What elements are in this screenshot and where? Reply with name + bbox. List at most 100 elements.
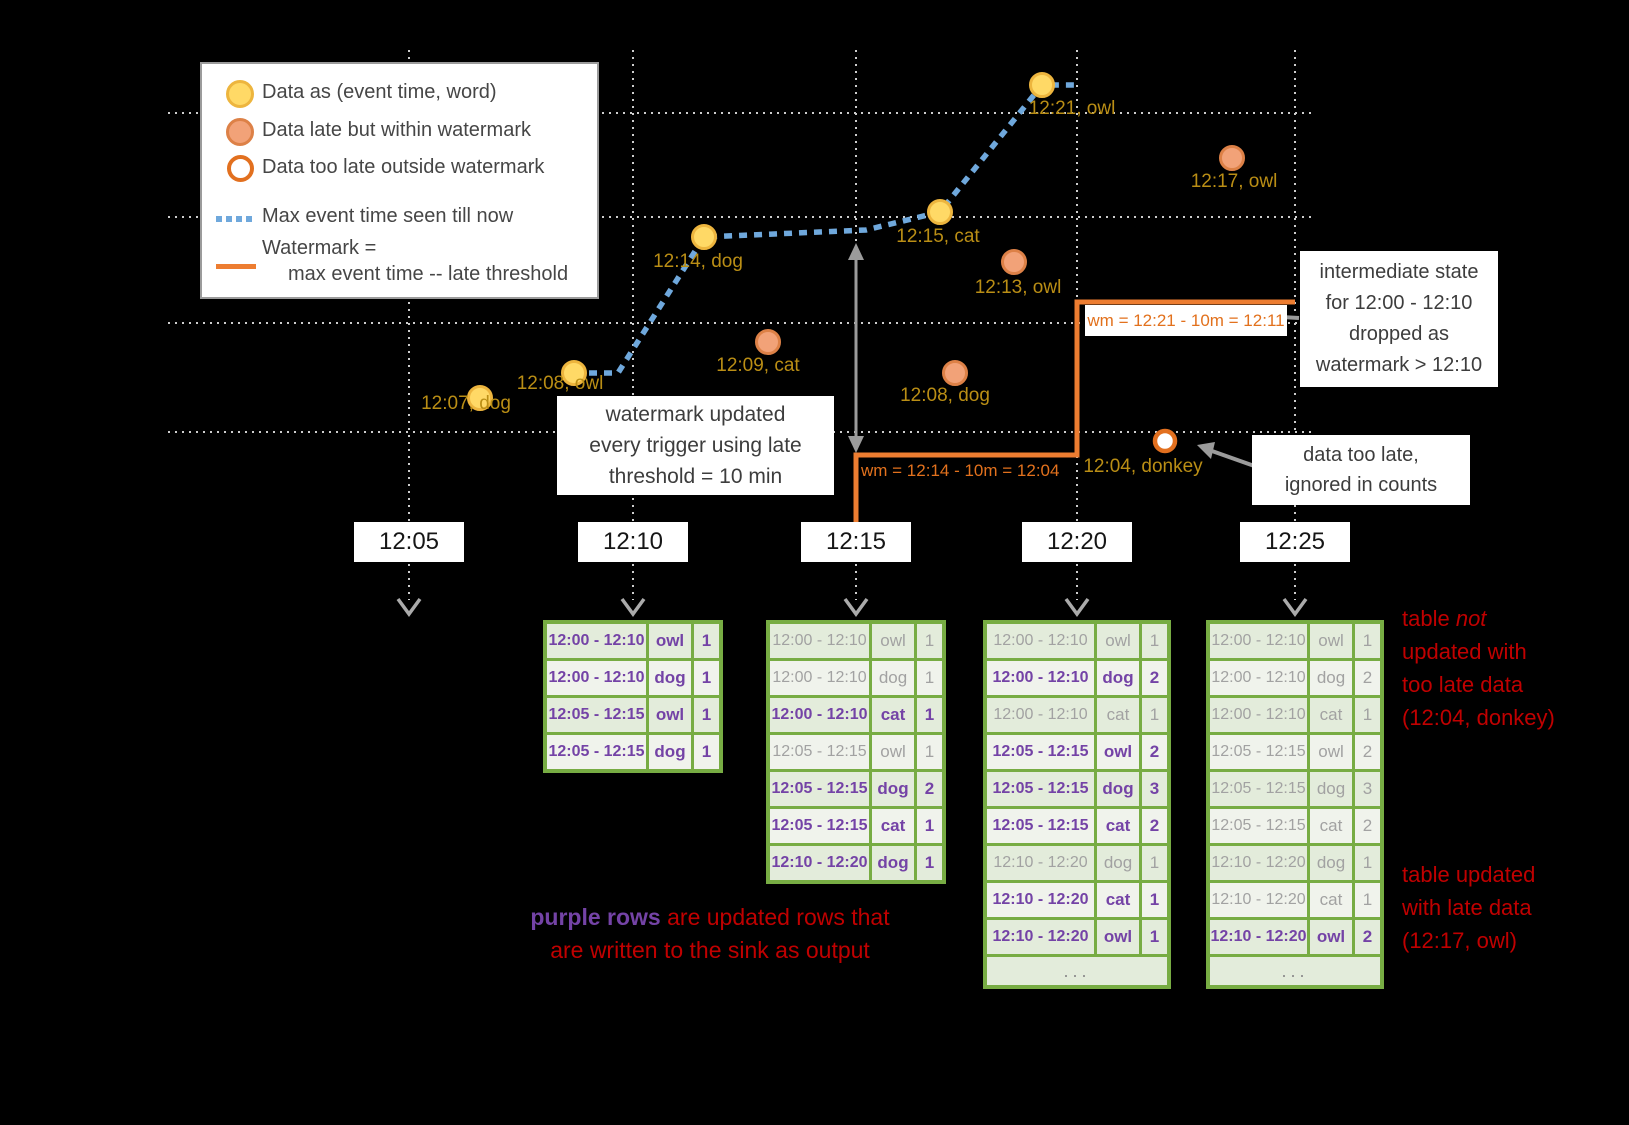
max-event-line-icon [216, 216, 256, 222]
trigger-arrow-icon [396, 597, 422, 617]
result-table-12:15: 12:00 - 12:10 owl 1 12:00 - 12:10 dog 1 12:00 … [766, 620, 946, 884]
table-ellipsis-row: ... [1210, 957, 1380, 985]
note-line: with late data [1402, 895, 1532, 920]
window-cell: 12:00 - 12:10 [770, 661, 869, 695]
note-line: watermark > 12:10 [1315, 354, 1483, 376]
note-line: (12:04, donkey) [1402, 705, 1555, 730]
table-row: 12:10 - 12:20 cat 1 [987, 883, 1167, 917]
window-cell: 12:00 - 12:10 [987, 661, 1094, 695]
count-cell: 1 [1142, 698, 1167, 732]
count-cell: 1 [1355, 883, 1380, 917]
trigger-arrow-icon [1064, 597, 1090, 617]
window-cell: 12:00 - 12:10 [1210, 661, 1307, 695]
word-cell: dog [1097, 661, 1139, 695]
window-cell: 12:10 - 12:20 [987, 846, 1094, 880]
note-line: (12:17, owl) [1402, 928, 1517, 953]
data-point-ontime [467, 385, 493, 411]
table-row: 12:05 - 12:15 dog 2 [770, 772, 942, 806]
note-line: updated with [1402, 639, 1527, 664]
count-cell: 1 [1355, 698, 1380, 732]
watermark-label-2: wm = 12:21 - 10m = 12:11 [1087, 311, 1285, 330]
watermark-label-2-box: wm = 12:21 - 10m = 12:11 [1085, 305, 1287, 336]
word-cell: owl [649, 698, 691, 732]
point-label: 12:15, cat [896, 226, 980, 247]
point-label: 12:14, dog [653, 251, 743, 272]
count-cell: 2 [1355, 661, 1380, 695]
word-cell: cat [1310, 698, 1352, 732]
window-cell: 12:00 - 12:10 [1210, 624, 1307, 658]
table-row: 12:10 - 12:20 owl 1 [987, 920, 1167, 954]
count-cell: 1 [694, 661, 719, 695]
word-cell: dog [1310, 846, 1352, 880]
note-line: dropped as [1348, 323, 1450, 345]
table-row: 12:05 - 12:15 dog 1 [547, 735, 719, 769]
time-tick-12:05: 12:05 [354, 522, 464, 562]
table-row: 12:00 - 12:10 owl 1 [547, 624, 719, 658]
note-line: are updated rows that [660, 904, 890, 930]
count-cell: 2 [1142, 661, 1167, 695]
window-cell: 12:05 - 12:15 [1210, 772, 1307, 806]
window-cell: 12:05 - 12:15 [547, 735, 646, 769]
note-line: threshold = 10 min [608, 465, 783, 488]
too-late-ring-icon [227, 155, 254, 182]
ellipsis-cell: ... [987, 957, 1167, 985]
note-line: too late data [1402, 672, 1524, 697]
window-cell: 12:10 - 12:20 [770, 846, 869, 880]
window-cell: 12:10 - 12:20 [987, 920, 1094, 954]
data-point-ontime [561, 360, 587, 386]
count-cell: 1 [694, 735, 719, 769]
point-label: 12:13, owl [974, 277, 1062, 298]
word-cell: cat [1097, 809, 1139, 843]
data-point-ontime [927, 199, 953, 225]
data-point-ontime [1029, 72, 1055, 98]
note-line: table [1402, 606, 1456, 631]
word-cell: owl [1097, 735, 1139, 769]
table-row: 12:05 - 12:15 owl 2 [987, 735, 1167, 769]
word-cell: dog [872, 772, 914, 806]
table-row: 12:05 - 12:15 owl 1 [770, 735, 942, 769]
time-tick-12:10: 12:10 [578, 522, 688, 562]
window-cell: 12:10 - 12:20 [1210, 920, 1307, 954]
table-row: 12:10 - 12:20 dog 1 [987, 846, 1167, 880]
point-label: 12:21, owl [1028, 98, 1116, 119]
intermediate-state-note: intermediate state for 12:00 - 12:10 dro… [1300, 251, 1498, 387]
result-table-12:25: 12:00 - 12:10 owl 1 12:00 - 12:10 dog 2 12:00 … [1206, 620, 1384, 989]
word-cell: owl [872, 735, 914, 769]
count-cell: 1 [917, 624, 942, 658]
table-row: 12:10 - 12:20 cat 1 [1210, 883, 1380, 917]
table-row: 12:00 - 12:10 dog 1 [547, 661, 719, 695]
note-line-italic: not [1455, 606, 1487, 631]
note-line: table updated [1402, 862, 1536, 887]
data-point-ontime [691, 224, 717, 250]
window-cell: 12:05 - 12:15 [770, 772, 869, 806]
purple-rows-note: purple rows are updated rows that are wr… [410, 901, 1010, 967]
word-cell: cat [1310, 809, 1352, 843]
watermark-line-icon [216, 264, 256, 269]
window-cell: 12:10 - 12:20 [987, 883, 1094, 917]
count-cell: 1 [1355, 624, 1380, 658]
table-row: 12:05 - 12:15 dog 3 [1210, 772, 1380, 806]
table-row: 12:10 - 12:20 dog 1 [1210, 846, 1380, 880]
note-line: watermark updated [605, 403, 786, 426]
note-line: are written to the sink as output [550, 937, 870, 963]
table-ellipsis-row: ... [987, 957, 1167, 985]
window-cell: 12:00 - 12:10 [547, 624, 646, 658]
legend-label: Data late but within watermark [262, 119, 532, 141]
window-cell: 12:05 - 12:15 [1210, 735, 1307, 769]
count-cell: 1 [917, 846, 942, 880]
table-row: 12:00 - 12:10 cat 1 [1210, 698, 1380, 732]
table-row: 12:05 - 12:15 cat 2 [987, 809, 1167, 843]
trigger-note: watermark updated every trigger using la… [557, 396, 834, 495]
data-point-late [1219, 145, 1245, 171]
word-cell: dog [1310, 661, 1352, 695]
point-label: 12:09, cat [716, 355, 800, 376]
table-row: 12:00 - 12:10 owl 1 [770, 624, 942, 658]
word-cell: dog [649, 735, 691, 769]
table-row: 12:05 - 12:15 cat 1 [770, 809, 942, 843]
count-cell: 1 [694, 624, 719, 658]
trigger-arrow-icon [843, 597, 869, 617]
window-cell: 12:00 - 12:10 [1210, 698, 1307, 732]
note-line: ignored in counts [1284, 474, 1438, 496]
window-cell: 12:00 - 12:10 [770, 624, 869, 658]
late-dot-icon [226, 118, 254, 146]
